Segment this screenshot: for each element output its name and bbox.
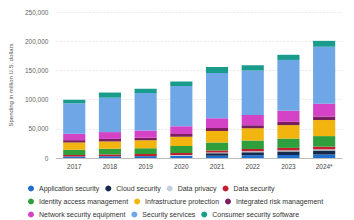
svg-text:2020: 2020 bbox=[174, 163, 189, 170]
svg-text:Spending in million U.S. dolla: Spending in million U.S. dollars bbox=[8, 43, 14, 126]
svg-text:Integrated risk management: Integrated risk management bbox=[236, 198, 323, 206]
svg-text:2018: 2018 bbox=[103, 163, 118, 170]
svg-text:176,749.5: 176,749.5 bbox=[274, 46, 303, 53]
svg-text:250,000: 250,000 bbox=[25, 9, 49, 16]
svg-text:Consumer security software: Consumer security software bbox=[212, 211, 299, 219]
svg-text:Identity access management: Identity access management bbox=[39, 198, 128, 206]
svg-text:Data security: Data security bbox=[234, 185, 275, 193]
svg-text:2019: 2019 bbox=[138, 163, 153, 170]
svg-text:158,698.1: 158,698.1 bbox=[238, 56, 267, 63]
svg-text:2021: 2021 bbox=[210, 163, 225, 170]
svg-text:99,711: 99,711 bbox=[65, 91, 85, 98]
svg-text:2017: 2017 bbox=[67, 163, 82, 170]
svg-text:0: 0 bbox=[45, 155, 49, 162]
svg-text:131,105: 131,105 bbox=[170, 72, 194, 79]
svg-text:Network security equipment: Network security equipment bbox=[39, 211, 125, 219]
svg-text:50,000: 50,000 bbox=[29, 125, 49, 132]
svg-text:Application security: Application security bbox=[39, 185, 100, 193]
svg-text:Cloud security: Cloud security bbox=[116, 185, 161, 193]
svg-text:Security services: Security services bbox=[142, 211, 195, 219]
svg-text:2024*: 2024* bbox=[316, 163, 333, 170]
svg-text:2022: 2022 bbox=[246, 163, 261, 170]
svg-text:155,982: 155,982 bbox=[205, 58, 229, 65]
svg-text:112,072: 112,072 bbox=[98, 84, 121, 91]
svg-text:200,590.8: 200,590.8 bbox=[310, 32, 339, 39]
svg-text:Data privacy: Data privacy bbox=[178, 185, 217, 193]
svg-text:118,728: 118,728 bbox=[134, 80, 157, 87]
svg-text:2023: 2023 bbox=[281, 163, 296, 170]
svg-text:150,000: 150,000 bbox=[25, 67, 49, 74]
svg-text:100,000: 100,000 bbox=[25, 96, 49, 103]
svg-text:Infrastructure protection: Infrastructure protection bbox=[145, 198, 219, 206]
svg-text:200,000: 200,000 bbox=[25, 38, 49, 45]
